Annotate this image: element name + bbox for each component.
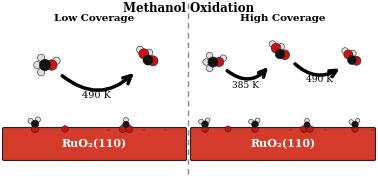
Circle shape: [35, 117, 40, 122]
Circle shape: [344, 50, 353, 59]
Text: 490 K: 490 K: [307, 76, 333, 84]
Circle shape: [350, 50, 356, 56]
Circle shape: [208, 57, 218, 67]
Circle shape: [53, 57, 60, 64]
Circle shape: [255, 118, 260, 123]
Circle shape: [203, 59, 209, 65]
FancyBboxPatch shape: [191, 127, 375, 161]
Circle shape: [28, 118, 33, 124]
Circle shape: [119, 125, 127, 133]
Circle shape: [124, 118, 129, 122]
Circle shape: [347, 56, 356, 64]
Circle shape: [355, 118, 360, 123]
Text: Low Coverage: Low Coverage: [54, 14, 134, 23]
Circle shape: [305, 118, 309, 123]
Circle shape: [252, 126, 259, 132]
Circle shape: [125, 125, 133, 133]
Circle shape: [280, 50, 290, 60]
Circle shape: [342, 48, 348, 54]
FancyBboxPatch shape: [3, 127, 186, 161]
Text: RuO₂(110): RuO₂(110): [62, 138, 127, 150]
Circle shape: [37, 69, 45, 76]
Circle shape: [39, 59, 51, 71]
Circle shape: [301, 126, 307, 132]
Circle shape: [37, 54, 45, 61]
Circle shape: [62, 126, 68, 132]
Circle shape: [269, 41, 276, 47]
Circle shape: [31, 120, 39, 127]
Text: High Coverage: High Coverage: [240, 14, 326, 23]
Circle shape: [136, 46, 144, 53]
Circle shape: [201, 126, 208, 132]
Circle shape: [304, 122, 310, 128]
Circle shape: [34, 61, 41, 69]
Circle shape: [349, 120, 353, 124]
Circle shape: [46, 60, 57, 70]
Text: 385 K: 385 K: [231, 81, 259, 90]
Circle shape: [220, 55, 226, 61]
Circle shape: [201, 121, 208, 128]
Circle shape: [275, 49, 285, 59]
Circle shape: [143, 55, 153, 65]
Circle shape: [352, 56, 361, 65]
Circle shape: [31, 125, 39, 133]
Circle shape: [205, 118, 210, 123]
Text: RuO₂(110): RuO₂(110): [251, 138, 316, 150]
Circle shape: [352, 126, 358, 132]
Circle shape: [139, 49, 149, 59]
Text: Methanol Oxidation: Methanol Oxidation: [124, 2, 254, 15]
Circle shape: [271, 43, 281, 53]
Circle shape: [199, 119, 203, 124]
Circle shape: [278, 44, 285, 50]
Circle shape: [206, 52, 213, 59]
Circle shape: [148, 56, 158, 66]
Circle shape: [307, 126, 313, 132]
Circle shape: [252, 121, 259, 128]
Circle shape: [214, 57, 224, 67]
Circle shape: [249, 119, 254, 124]
Circle shape: [123, 121, 129, 128]
Circle shape: [206, 65, 213, 72]
Circle shape: [146, 49, 153, 56]
Text: 490 K: 490 K: [82, 90, 112, 99]
Circle shape: [225, 126, 231, 132]
Circle shape: [352, 121, 358, 128]
